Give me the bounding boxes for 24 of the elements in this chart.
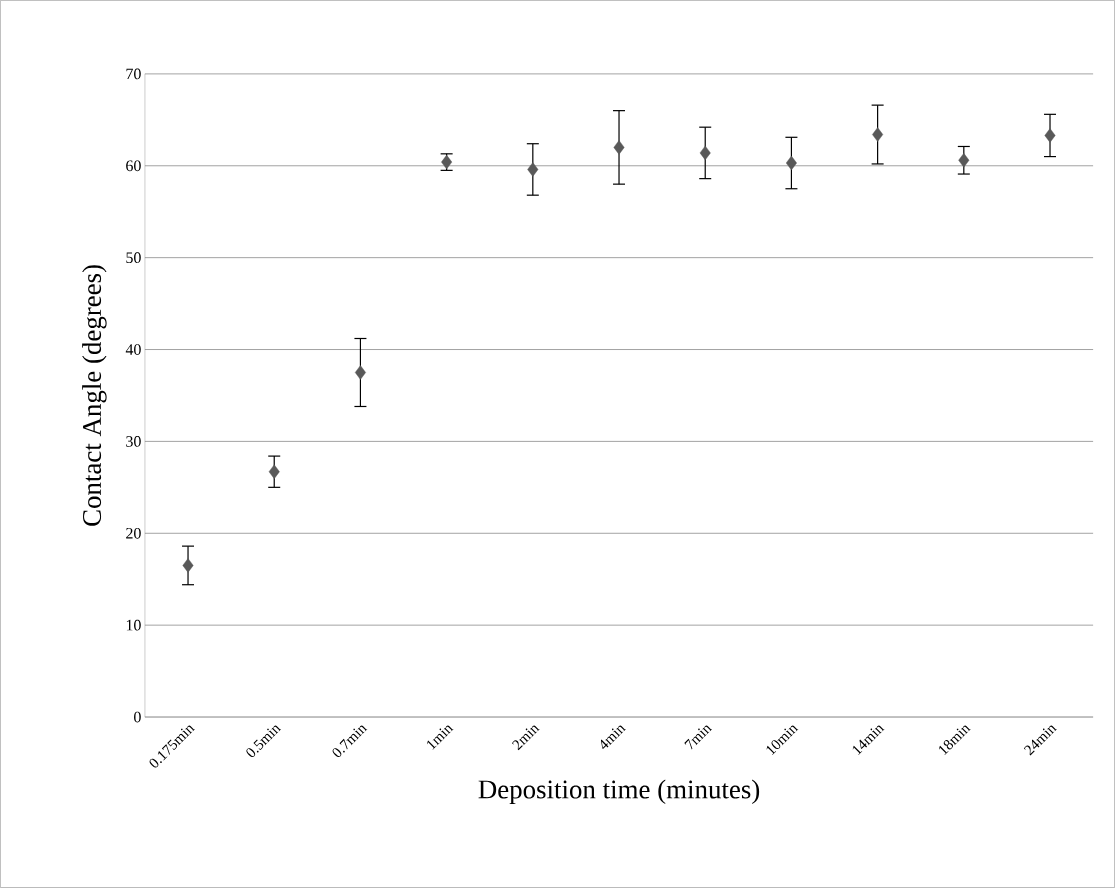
point — [958, 153, 970, 168]
y-tick-label: 20 — [126, 527, 141, 539]
point — [699, 145, 711, 161]
x-axis-title: Deposition time (minutes) — [478, 779, 760, 805]
y-tick-label: 50 — [126, 252, 141, 264]
point — [354, 365, 366, 380]
y-tick-label: 30 — [126, 436, 141, 447]
x-tick-label: 4min — [600, 725, 626, 750]
y-tick-label: 70 — [126, 68, 141, 80]
y-tick-label: 10 — [126, 619, 141, 631]
y-axis-title: Contact Angle (degrees) — [82, 265, 107, 526]
x-tick-label: 7min — [684, 725, 713, 750]
x-tick-label: 2min — [512, 725, 540, 751]
y-tick-label: 40 — [125, 344, 141, 355]
point — [1044, 128, 1056, 143]
x-tick-label: 1min — [427, 725, 454, 750]
point — [268, 464, 280, 479]
point — [785, 155, 797, 171]
y-tick-label: 60 — [126, 160, 141, 172]
y-tick-label: 0 — [134, 711, 141, 723]
point — [872, 127, 884, 142]
point — [613, 140, 625, 155]
point — [182, 558, 194, 573]
point — [527, 162, 539, 177]
